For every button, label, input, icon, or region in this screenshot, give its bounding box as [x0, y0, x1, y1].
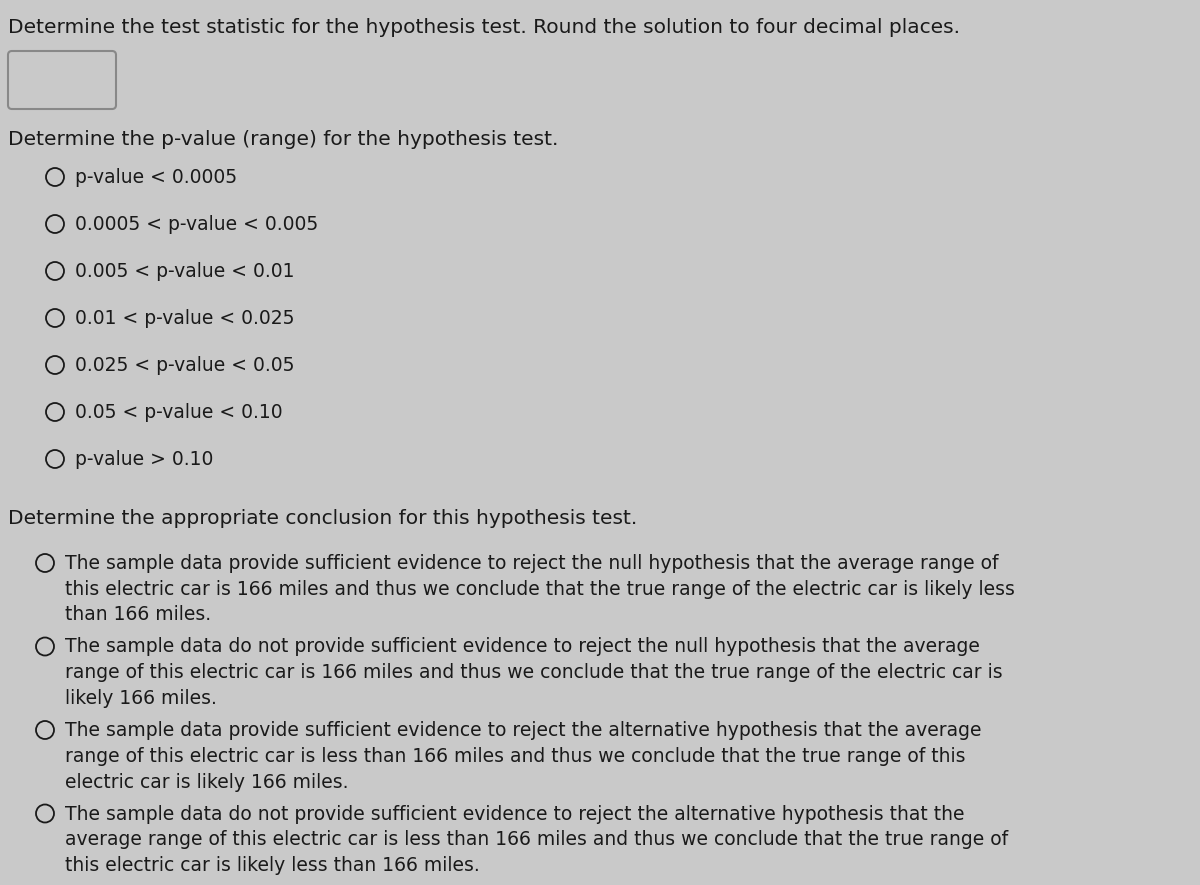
Text: 0.0005 < p-value < 0.005: 0.0005 < p-value < 0.005 — [74, 215, 318, 234]
Text: The sample data provide sufficient evidence to reject the alternative hypothesis: The sample data provide sufficient evide… — [65, 721, 982, 791]
Text: 0.01 < p-value < 0.025: 0.01 < p-value < 0.025 — [74, 309, 294, 328]
Text: p-value > 0.10: p-value > 0.10 — [74, 450, 214, 469]
Text: The sample data do not provide sufficient evidence to reject the null hypothesis: The sample data do not provide sufficien… — [65, 637, 1003, 708]
Text: Determine the test statistic for the hypothesis test. Round the solution to four: Determine the test statistic for the hyp… — [8, 18, 960, 37]
Text: 0.05 < p-value < 0.10: 0.05 < p-value < 0.10 — [74, 403, 283, 422]
Text: The sample data do not provide sufficient evidence to reject the alternative hyp: The sample data do not provide sufficien… — [65, 804, 1008, 875]
Text: 0.025 < p-value < 0.05: 0.025 < p-value < 0.05 — [74, 356, 294, 375]
Text: p-value < 0.0005: p-value < 0.0005 — [74, 168, 238, 187]
Text: Determine the appropriate conclusion for this hypothesis test.: Determine the appropriate conclusion for… — [8, 509, 637, 528]
Text: The sample data provide sufficient evidence to reject the null hypothesis that t: The sample data provide sufficient evide… — [65, 554, 1015, 625]
Text: Determine the p-value (range) for the hypothesis test.: Determine the p-value (range) for the hy… — [8, 130, 558, 149]
Text: 0.005 < p-value < 0.01: 0.005 < p-value < 0.01 — [74, 262, 294, 281]
FancyBboxPatch shape — [8, 51, 116, 109]
